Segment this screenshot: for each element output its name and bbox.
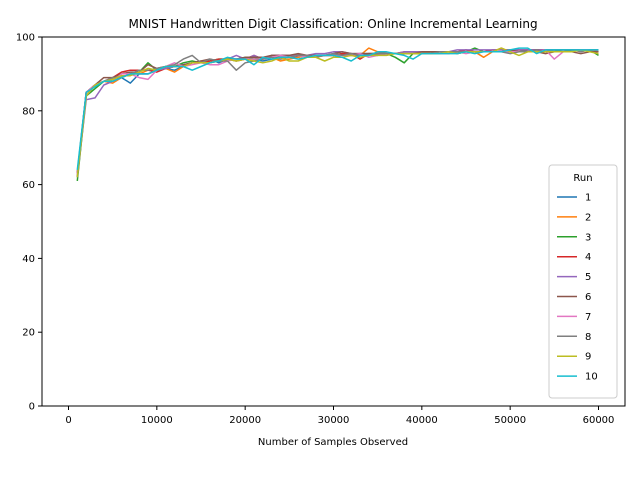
y-tick-label: 60 [22, 180, 35, 191]
y-tick-label: 80 [22, 106, 35, 117]
series-line-run-10 [76, 47, 599, 170]
x-tick-label: 30000 [318, 415, 350, 426]
series-lines [76, 47, 599, 181]
y-tick-label: 100 [16, 33, 35, 44]
legend-label: 2 [585, 212, 591, 223]
x-tick-label: 0 [65, 415, 71, 426]
y-tick-label: 0 [29, 402, 35, 413]
legend-label: 9 [585, 352, 591, 363]
y-tick-label: 20 [22, 328, 35, 339]
legend-label: 5 [585, 272, 591, 283]
y-tick-label: 40 [22, 254, 35, 265]
chart-title: MNIST Handwritten Digit Classification: … [128, 17, 537, 31]
x-tick-label: 20000 [229, 415, 261, 426]
x-axis-label: Number of Samples Observed [258, 437, 408, 448]
legend-label: 7 [585, 312, 591, 323]
x-tick-label: 50000 [494, 415, 526, 426]
legend-label: 6 [585, 292, 591, 303]
legend-box [548, 164, 618, 399]
x-tick-label: 10000 [141, 415, 173, 426]
legend-label: 10 [585, 372, 598, 383]
legend: Run 1 2 3 4 5 6 7 8 9 10 [548, 164, 618, 399]
legend-entries: 1 2 3 4 5 6 7 8 9 10 [557, 193, 598, 383]
legend-title: Run [573, 173, 592, 184]
legend-label: 1 [585, 193, 591, 204]
legend-label: 8 [585, 332, 591, 343]
x-tick-label: 60000 [583, 415, 615, 426]
y-axis: 0 20 40 60 80 100 [16, 33, 42, 413]
legend-label: 3 [585, 232, 591, 243]
x-axis: 0 10000 20000 30000 40000 50000 60000 [65, 406, 614, 426]
x-tick-label: 40000 [406, 415, 438, 426]
legend-label: 4 [585, 252, 591, 263]
